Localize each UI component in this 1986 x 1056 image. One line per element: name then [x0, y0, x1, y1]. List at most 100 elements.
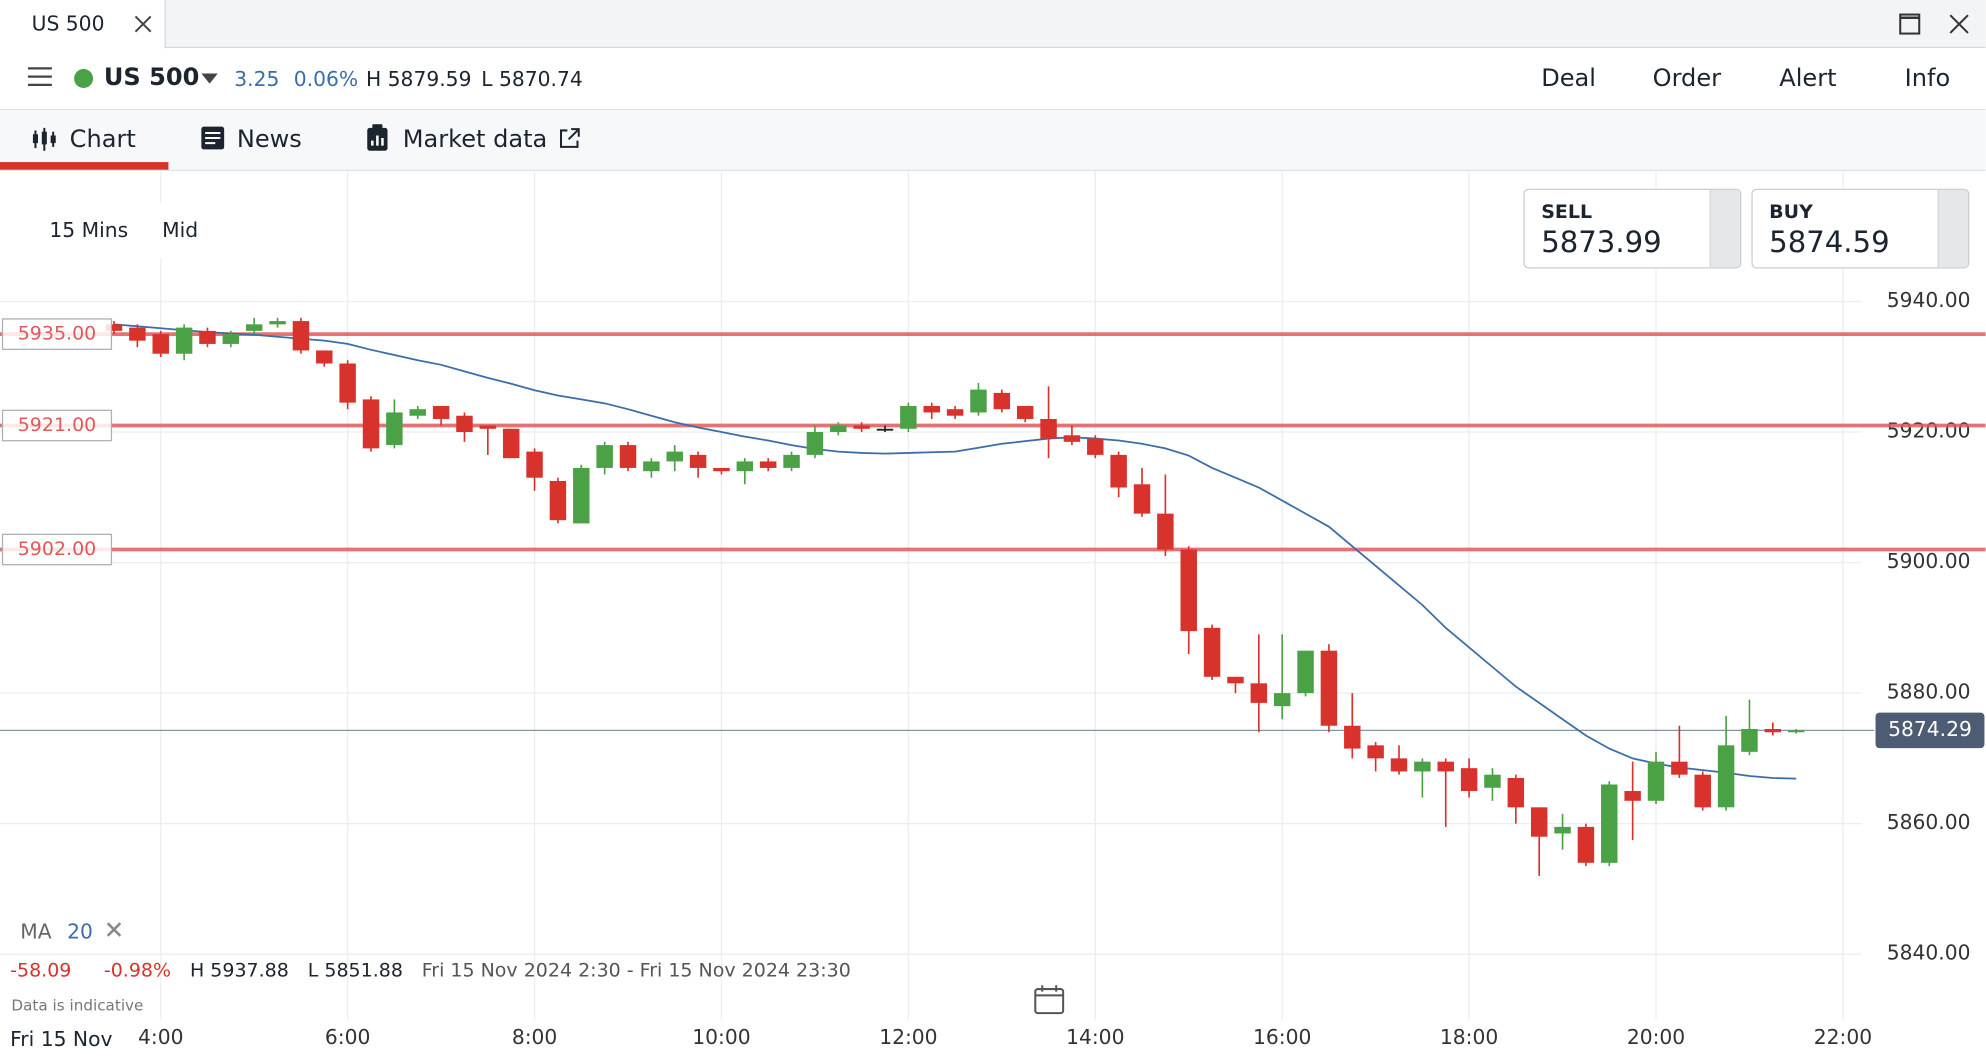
candle-body	[1717, 745, 1735, 808]
candle-body	[409, 409, 426, 416]
candle-body	[129, 327, 146, 341]
menu-icon[interactable]	[27, 66, 52, 88]
chart-icon	[32, 127, 56, 151]
x-tick-label: 20:00	[1627, 1025, 1685, 1049]
buy-price: 5874.59	[1769, 226, 1890, 260]
candle-body	[105, 324, 123, 331]
candle-body	[432, 405, 450, 419]
candle-body	[759, 461, 777, 468]
candle-body	[526, 451, 543, 478]
candle-body	[1437, 761, 1454, 772]
interval-selector[interactable]: 15 Mins	[49, 217, 129, 242]
candle-body	[1227, 676, 1244, 684]
candle-body	[1601, 784, 1618, 863]
price-level-label: 5902.00	[18, 538, 97, 560]
y-tick-label: 5860.00	[1887, 810, 1971, 834]
price-level-label: 5935.00	[18, 323, 97, 345]
candle-body	[1180, 549, 1197, 632]
day-low: L 5870.74	[481, 67, 583, 92]
tab-label[interactable]: Chart	[69, 125, 136, 154]
menu-item[interactable]: Deal	[1541, 64, 1596, 93]
candle-body	[1460, 768, 1478, 792]
candle-body	[1250, 683, 1268, 703]
day-high: H 5879.59	[365, 67, 472, 92]
candle-body	[1320, 650, 1338, 726]
period-range: Fri 15 Nov 2024 2:30 - Fri 15 Nov 2024 2…	[421, 958, 851, 982]
x-tick-label: 6:00	[325, 1025, 370, 1049]
candle-body	[1530, 807, 1548, 837]
y-tick-label: 5840.00	[1887, 941, 1971, 965]
candle-body	[1414, 761, 1431, 772]
tab-title: US 500	[31, 11, 105, 36]
candle-body	[993, 392, 1011, 410]
candle-body	[1390, 758, 1408, 772]
candle-body	[853, 425, 870, 429]
candle-body	[1764, 729, 1782, 733]
instrument-name[interactable]: US 500	[103, 63, 200, 92]
period-change-pct: -0.98%	[103, 958, 172, 982]
tab-label[interactable]: Market data	[402, 125, 548, 154]
sell-price: 5873.99	[1541, 226, 1662, 260]
candle-body	[1741, 729, 1758, 752]
candle-body	[1087, 438, 1104, 455]
price-change-pct: 0.06%	[293, 67, 359, 92]
candle-body	[175, 327, 193, 354]
candle-body	[923, 405, 940, 413]
indicator-period[interactable]: 20	[67, 919, 93, 944]
candle-body	[783, 454, 800, 468]
candle-body	[1273, 693, 1291, 707]
candle-body	[362, 399, 380, 449]
menu-item[interactable]: Alert	[1779, 64, 1837, 93]
button-side	[1709, 189, 1741, 268]
price-level-label: 5921.00	[18, 414, 97, 436]
x-tick-label: 4:00	[138, 1025, 183, 1049]
buy-button[interactable]: BUY 5874.59	[1751, 188, 1970, 269]
tab[interactable]: US 500	[0, 0, 166, 49]
menu-item[interactable]: Order	[1652, 64, 1722, 93]
close-window-icon[interactable]	[1948, 13, 1971, 36]
y-tick-label: 5940.00	[1887, 288, 1971, 312]
candle-body	[152, 334, 169, 354]
candle-body	[269, 321, 286, 325]
candle-body	[1063, 435, 1081, 442]
maximize-icon[interactable]	[1898, 13, 1921, 36]
price-level-box	[1, 533, 113, 566]
candle-body	[619, 445, 637, 468]
candle-body	[1040, 418, 1057, 439]
candle-body	[689, 454, 707, 468]
candle-body	[1624, 791, 1641, 801]
data-note: Data is indicative	[11, 996, 144, 1015]
candle-body	[1297, 650, 1314, 694]
candle-body	[1133, 484, 1151, 514]
candle-body	[1203, 627, 1221, 677]
price-change: 3.25	[234, 67, 280, 92]
remove-indicator-icon[interactable]	[106, 922, 122, 937]
close-icon[interactable]	[134, 15, 152, 33]
status-dot	[74, 69, 94, 89]
dropdown-icon[interactable]	[201, 73, 218, 84]
calendar-icon[interactable]	[1033, 984, 1065, 1016]
candle-body	[830, 425, 847, 433]
external-link-icon[interactable]	[558, 128, 580, 150]
x-tick-label: 10:00	[692, 1025, 750, 1049]
y-tick-label: 5880.00	[1887, 680, 1971, 704]
candle-body	[946, 409, 964, 416]
sell-button[interactable]: SELL 5873.99	[1523, 188, 1742, 269]
candle-body	[1694, 774, 1711, 808]
candle-body	[666, 451, 683, 462]
price-type-selector[interactable]: Mid	[162, 217, 199, 242]
x-tick-label: 14:00	[1066, 1025, 1124, 1049]
sell-label: SELL	[1541, 200, 1593, 223]
button-side	[1937, 189, 1968, 268]
x-tick-label: 12:00	[879, 1025, 937, 1049]
buy-label: BUY	[1769, 200, 1813, 223]
candle-body	[736, 461, 754, 472]
view-tabs: Chart News Market data	[0, 110, 1986, 171]
chart-toolbar: 15 Mins Mid	[0, 202, 209, 259]
candle-body	[1157, 513, 1174, 550]
menu-item[interactable]: Info	[1904, 64, 1951, 93]
candle-body	[806, 432, 824, 455]
tab-label[interactable]: News	[236, 125, 302, 154]
